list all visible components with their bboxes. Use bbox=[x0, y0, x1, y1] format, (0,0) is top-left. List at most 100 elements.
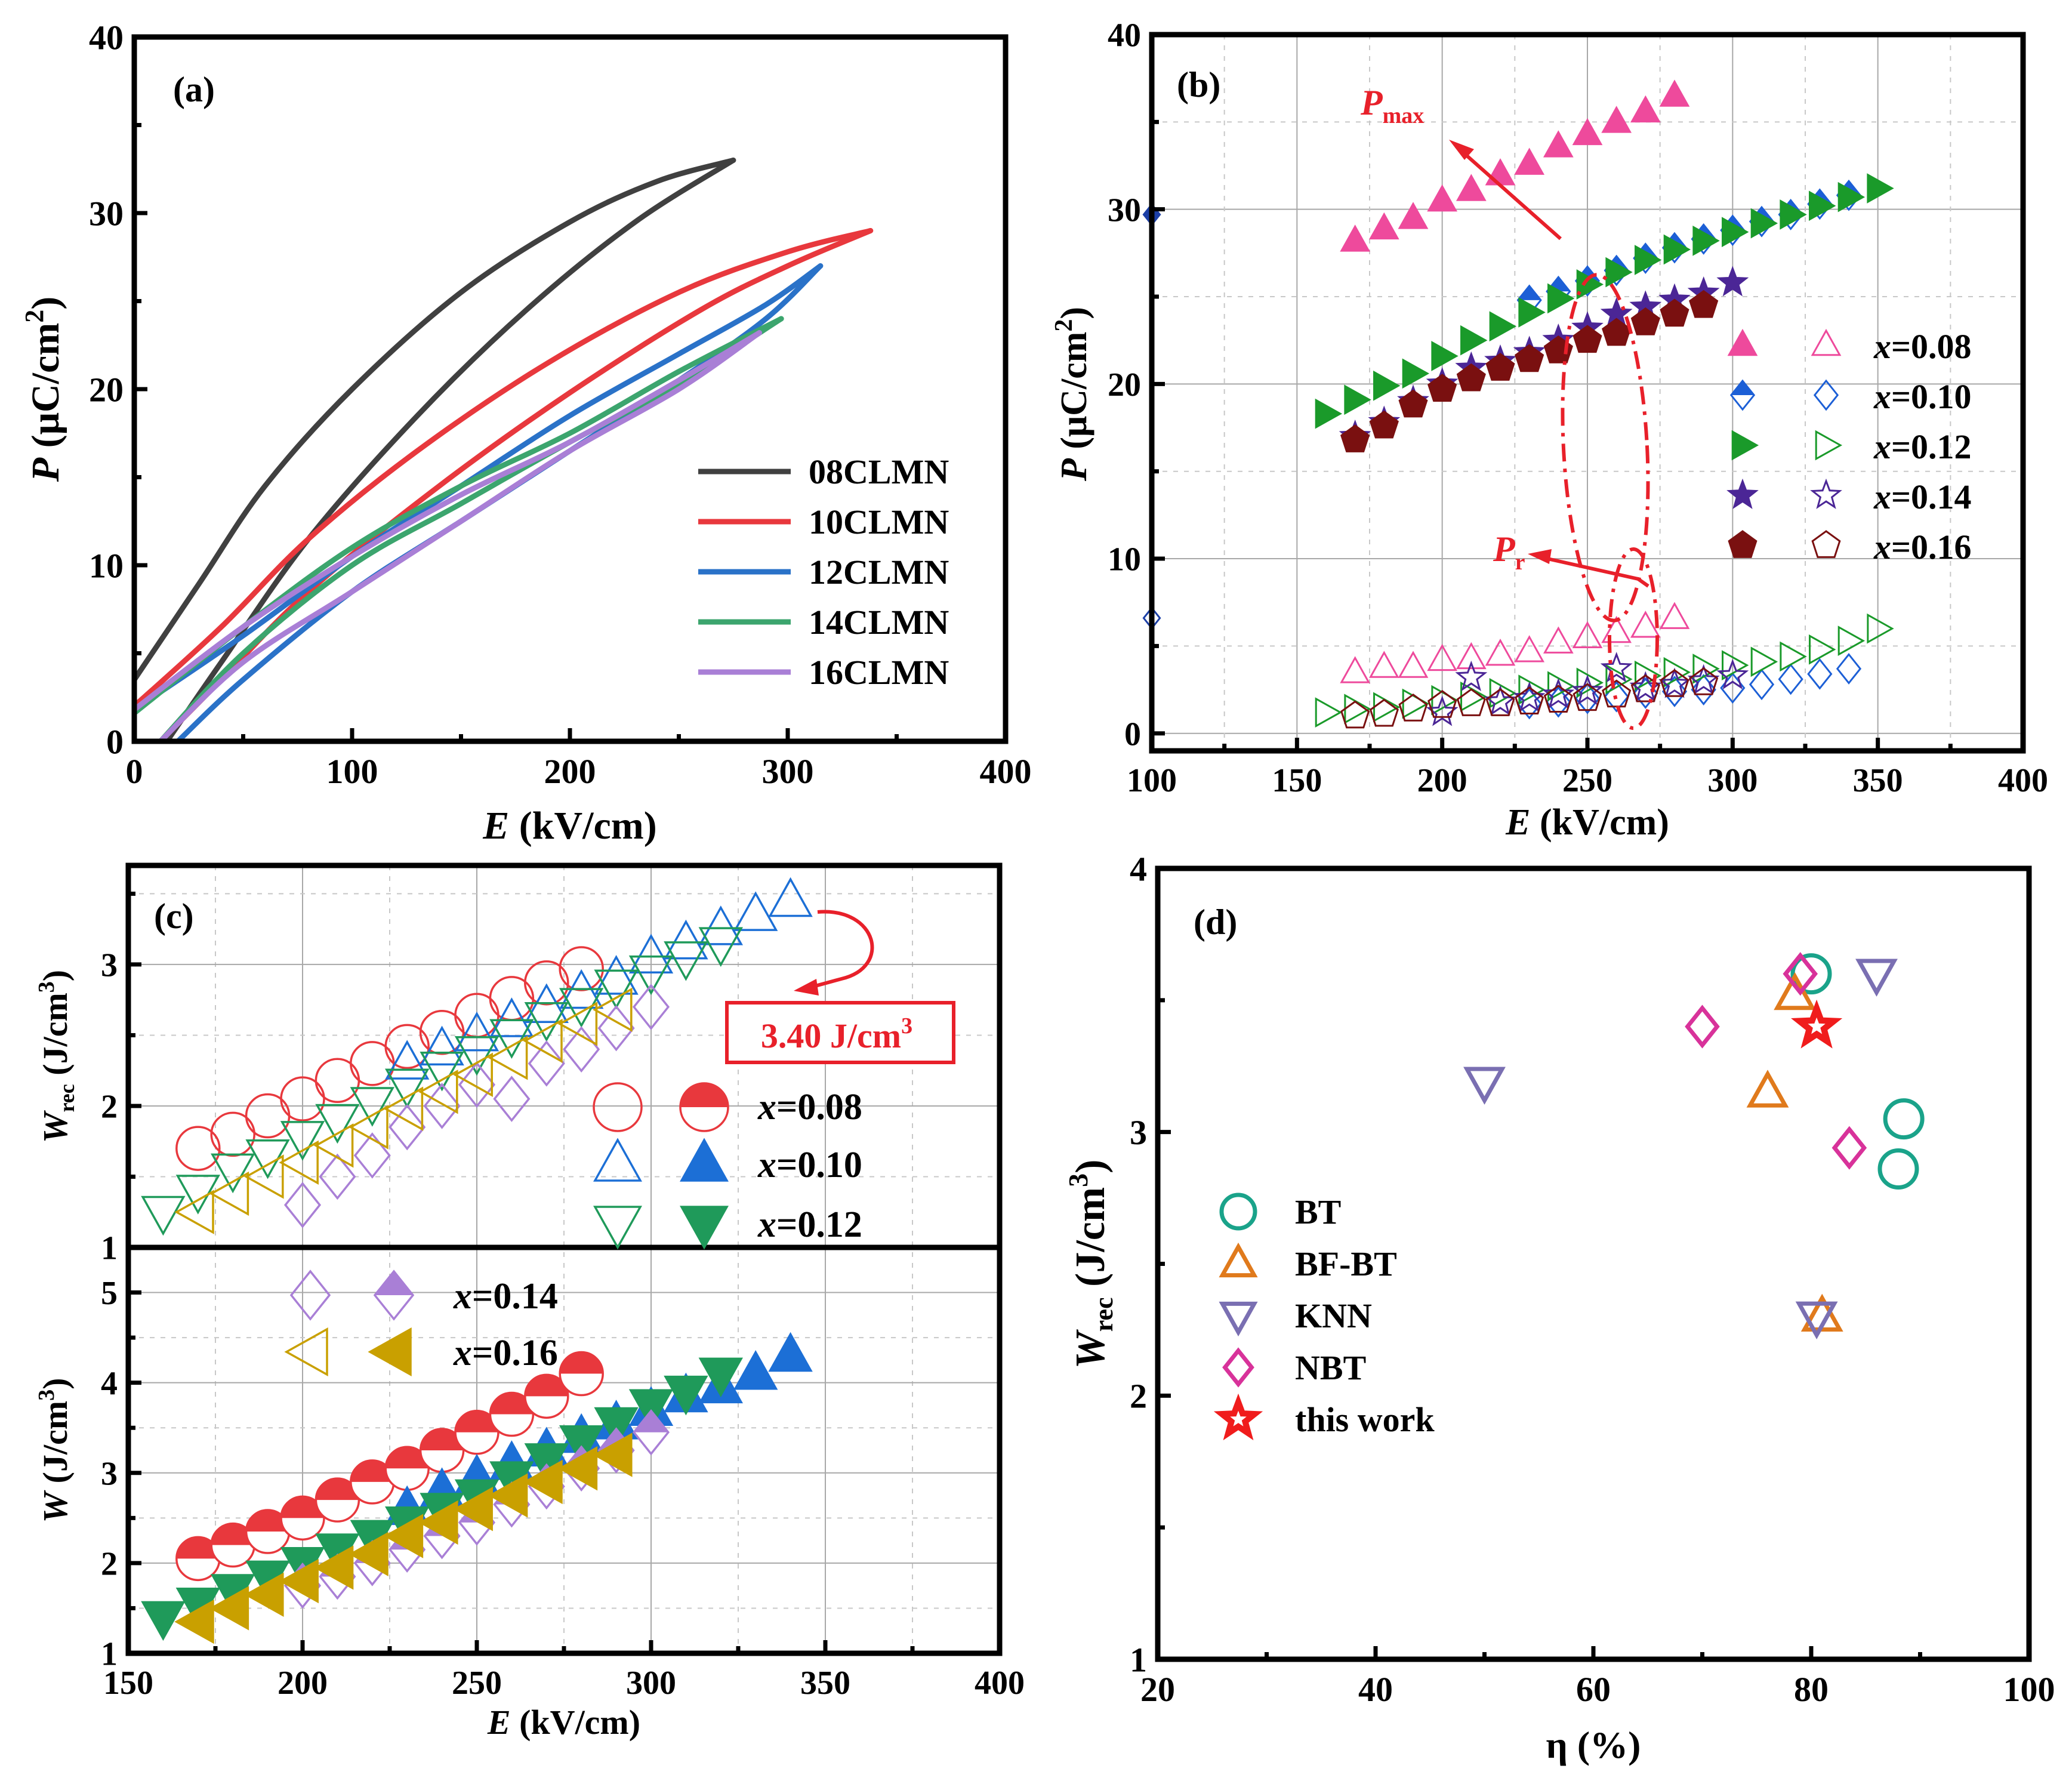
w-point-x=0.08-fill bbox=[525, 1375, 568, 1397]
wrec-point-x=0.10 bbox=[628, 933, 674, 974]
pmax-point-x=0.12 bbox=[1315, 398, 1343, 429]
panel-c-top-ylabel-var: W bbox=[36, 1110, 75, 1143]
legend-label-val: =0.10 bbox=[1891, 377, 1972, 416]
pmax-point-x=0.08 bbox=[1398, 202, 1429, 229]
pr-point-x=0.12 bbox=[1489, 678, 1517, 708]
wrec-point-x=0.14 bbox=[319, 1153, 356, 1200]
legend-item-x=0.08: x=0.08 bbox=[1727, 327, 1972, 366]
pr-point-x=0.16 bbox=[1398, 693, 1428, 722]
legend-label: BF-BT bbox=[1295, 1244, 1397, 1283]
legend-label-val: =0.16 bbox=[472, 1333, 558, 1373]
series-x=0.16 bbox=[174, 987, 633, 1644]
pmax-point-x=0.08 bbox=[1514, 147, 1545, 175]
loop-16CLMN-discharging bbox=[158, 330, 762, 744]
loop-10CLMN-charging bbox=[131, 228, 874, 709]
pr-point-x=0.14 bbox=[1600, 652, 1633, 683]
pr-point-x=0.14 bbox=[1571, 674, 1604, 705]
series-x=0.14 bbox=[1339, 266, 1749, 726]
legend-label-val: =0.14 bbox=[1891, 477, 1972, 516]
panel-b-ytick-label: 10 bbox=[1108, 541, 1141, 578]
w-point-x=0.16 bbox=[174, 1599, 214, 1644]
pr-point-x=0.08 bbox=[1659, 602, 1690, 629]
panel-a-ytick-label: 0 bbox=[106, 722, 124, 761]
series-x=0.12 bbox=[1315, 173, 1894, 728]
pr-point-x=0.14 bbox=[1542, 678, 1575, 709]
w-point-x=0.16 bbox=[383, 1514, 424, 1558]
legend-item-BT: BT bbox=[1219, 1193, 1341, 1231]
pmax-point-x=0.12 bbox=[1750, 208, 1778, 239]
legend-marker-filled bbox=[1726, 478, 1759, 509]
panel-b-xtick-label: 150 bbox=[1272, 762, 1322, 799]
wrec-point-x=0.16 bbox=[313, 1123, 354, 1168]
panel-c-label: (c) bbox=[154, 896, 194, 936]
panel-d-frame bbox=[1155, 865, 2032, 1662]
series-BT bbox=[1790, 953, 1925, 1190]
legend-label: x=0.16 bbox=[1873, 528, 1972, 566]
panel-d-xlabel: η (%) bbox=[1546, 1724, 1641, 1766]
pr-point-x=0.16 bbox=[1515, 686, 1544, 714]
legend-label: 14CLMN bbox=[809, 603, 949, 642]
pmax-point-x=0.10-fill bbox=[1518, 285, 1541, 300]
panel-c-bottom-ytick-label: 2 bbox=[101, 1545, 118, 1582]
pmax-point-x=0.12 bbox=[1837, 181, 1866, 212]
pmax-label-sub: max bbox=[1383, 103, 1424, 128]
wrec-point-x=0.08 bbox=[524, 960, 569, 1006]
wrec-point-x=0.08 bbox=[384, 1024, 430, 1070]
panel-d-ytick-label: 4 bbox=[1130, 849, 1147, 888]
panel-b-plot bbox=[1142, 79, 1894, 729]
pr-point-x=0.14 bbox=[1716, 658, 1749, 690]
pr-point-x=0.08 bbox=[1514, 635, 1545, 663]
pr-point-x=0.14 bbox=[1455, 660, 1488, 691]
pr-point-x=0.08 bbox=[1601, 615, 1632, 643]
pmax-point-x=0.14 bbox=[1716, 266, 1749, 297]
panel-a-xlabel-unit: (kV/cm) bbox=[509, 804, 656, 848]
series-NBT bbox=[1685, 952, 1867, 1170]
wrec-point-x=0.16 bbox=[349, 1105, 388, 1150]
w-point-x=0.16 bbox=[488, 1473, 528, 1518]
legend-label: 16CLMN bbox=[809, 653, 949, 692]
pmax-point-x=0.08 bbox=[1427, 184, 1458, 212]
legend-label-var: x bbox=[757, 1204, 776, 1245]
wrec-point-x=0.14 bbox=[283, 1182, 322, 1228]
pmax-point-x=0.16 bbox=[1689, 289, 1719, 318]
pmax-point-x=0.12 bbox=[1489, 311, 1517, 342]
wrec-point-x=0.08 bbox=[175, 1126, 221, 1171]
legend-label-val: =0.14 bbox=[472, 1276, 558, 1317]
panel-b-ytick-label: 20 bbox=[1108, 366, 1141, 403]
pr-label-main: P bbox=[1493, 529, 1516, 569]
callout-arrow-line bbox=[808, 910, 874, 990]
legend-item-14CLMN: 14CLMN bbox=[698, 603, 949, 642]
w-point-x=0.16 bbox=[313, 1545, 354, 1590]
pmax-arrow-head bbox=[1449, 140, 1474, 160]
legend-item-x=0.10: x=0.10 bbox=[593, 1138, 862, 1185]
loop-14CLMN-discharging bbox=[158, 316, 784, 744]
panel-b-ytick-label: 40 bbox=[1108, 17, 1141, 54]
wrec-point-x=0.08 bbox=[314, 1058, 360, 1104]
series-x=0.08 bbox=[175, 946, 604, 1582]
panel-c-bottom-ytick-label: 1 bbox=[101, 1636, 118, 1673]
wrec-point-x=0.16 bbox=[593, 987, 633, 1032]
wrec-point-x=0.12 bbox=[315, 1104, 360, 1144]
legend-item-NBT: NBT bbox=[1222, 1347, 1366, 1388]
wrec-point-x=0.08 bbox=[210, 1111, 255, 1157]
loop-12CLMN-charging bbox=[131, 263, 824, 713]
w-point-x=0.14-fill bbox=[634, 1410, 668, 1432]
pr-point-x=0.16 bbox=[1456, 688, 1486, 716]
panel-d-ytick-label: 2 bbox=[1130, 1377, 1147, 1416]
point-this work-center bbox=[1808, 1017, 1826, 1034]
legend-item-x=0.16: x=0.16 bbox=[1728, 528, 1972, 566]
pr-point-x=0.10 bbox=[1574, 682, 1601, 714]
legend-marker-filled bbox=[1731, 430, 1759, 461]
panel-a-ytick-label: 30 bbox=[89, 194, 124, 233]
wrec-point-x=0.10 bbox=[489, 997, 534, 1037]
loop-08CLMN-discharging bbox=[164, 158, 736, 744]
panel-c: 1 2 3 150 200 250 300 350 400 1 2 3 4 5 (c) 3.40 J/cm… bbox=[34, 862, 1025, 1742]
legend-label-var: x bbox=[453, 1333, 472, 1373]
pmax-point-x=0.16 bbox=[1427, 374, 1457, 402]
legend-item-BF-BT: BF-BT bbox=[1219, 1242, 1397, 1283]
pr-point-x=0.16 bbox=[1485, 688, 1515, 716]
legend-item-x=0.12: x=0.12 bbox=[1731, 427, 1972, 466]
panel-b-xtick-label: 200 bbox=[1417, 762, 1467, 799]
pmax-point-x=0.08 bbox=[1456, 174, 1487, 201]
